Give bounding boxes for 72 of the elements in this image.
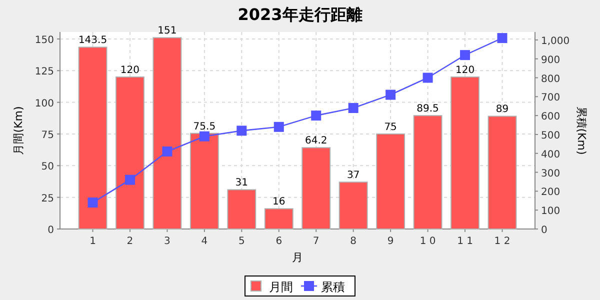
data-label: 89.5 xyxy=(416,104,439,115)
point xyxy=(274,122,284,132)
x-tick-label: 1 0 xyxy=(420,236,436,247)
point xyxy=(422,72,433,83)
y2-tick-label: 600 xyxy=(541,112,560,123)
y2-tick-label: 200 xyxy=(541,187,560,198)
bar xyxy=(152,37,182,230)
y2-axis-title: 累積(Km) xyxy=(575,106,588,155)
x-tick-label: 6 xyxy=(276,236,282,247)
y2-tick-label: 700 xyxy=(541,92,560,104)
point xyxy=(124,174,135,185)
y-tick-label: 100 xyxy=(34,98,54,110)
y2-tick-label: 800 xyxy=(541,74,560,85)
y2-tick-label: 400 xyxy=(541,149,560,160)
data-label: 75 xyxy=(384,122,397,133)
point xyxy=(311,110,322,121)
x-axis-title: 月 xyxy=(292,251,303,264)
point xyxy=(497,33,508,44)
bar xyxy=(116,76,144,230)
y2-tick-label: 100 xyxy=(541,206,560,218)
point xyxy=(236,126,247,136)
y-tick-label: 75 xyxy=(41,130,54,141)
bar xyxy=(302,147,331,230)
bar xyxy=(190,132,219,230)
point xyxy=(460,50,470,60)
data-label: 31 xyxy=(235,178,248,189)
point xyxy=(199,131,210,142)
y-axis-title: 月間(Km) xyxy=(12,106,25,155)
point xyxy=(88,198,98,208)
y-tick-label: 150 xyxy=(34,34,54,46)
data-label: 143.5 xyxy=(78,35,108,46)
y2-tick-label: 1,000 xyxy=(541,36,570,47)
data-label: 16 xyxy=(272,196,286,208)
data-label: 37 xyxy=(346,170,360,182)
y2-tick-label: 900 xyxy=(541,54,560,66)
bar xyxy=(413,115,442,230)
y2-tick-label: 500 xyxy=(541,130,560,142)
x-tick-label: 1 xyxy=(90,236,96,247)
x-tick-label: 3 xyxy=(164,236,170,247)
y2-tick-label: 300 xyxy=(541,168,560,180)
data-label: 89 xyxy=(496,104,509,116)
bar xyxy=(78,46,108,230)
y2-tick-label: 0 xyxy=(541,225,548,236)
legend-label: 月間 xyxy=(269,280,293,294)
bar xyxy=(376,133,406,230)
data-label: 120 xyxy=(120,64,140,76)
x-tick-label: 9 xyxy=(387,236,394,247)
y-tick-label: 125 xyxy=(34,66,54,78)
bar xyxy=(450,76,480,230)
bar xyxy=(488,116,517,230)
bar xyxy=(264,208,294,230)
y-tick-label: 50 xyxy=(41,162,54,173)
y-tick-label: 25 xyxy=(41,193,54,204)
data-label: 120 xyxy=(455,64,475,76)
data-label: 75.5 xyxy=(193,121,216,132)
data-label: 151 xyxy=(158,26,177,37)
bar xyxy=(338,182,368,230)
legend-label: 累積 xyxy=(321,280,345,294)
x-tick-label: 5 xyxy=(238,236,245,247)
x-tick-label: 8 xyxy=(350,236,357,247)
chart-title: 2023年走行距離 xyxy=(238,5,362,24)
point xyxy=(386,90,396,100)
data-label: 64.2 xyxy=(304,136,328,147)
x-tick-label: 2 xyxy=(126,236,134,247)
x-tick-label: 1 2 xyxy=(494,236,510,247)
y-tick-label: 0 xyxy=(48,225,54,236)
point xyxy=(162,146,172,156)
point xyxy=(348,103,358,113)
x-tick-label: 4 xyxy=(201,236,208,247)
x-tick-label: 7 xyxy=(312,236,320,247)
x-tick-label: 1 1 xyxy=(457,236,473,247)
bar xyxy=(227,189,256,230)
